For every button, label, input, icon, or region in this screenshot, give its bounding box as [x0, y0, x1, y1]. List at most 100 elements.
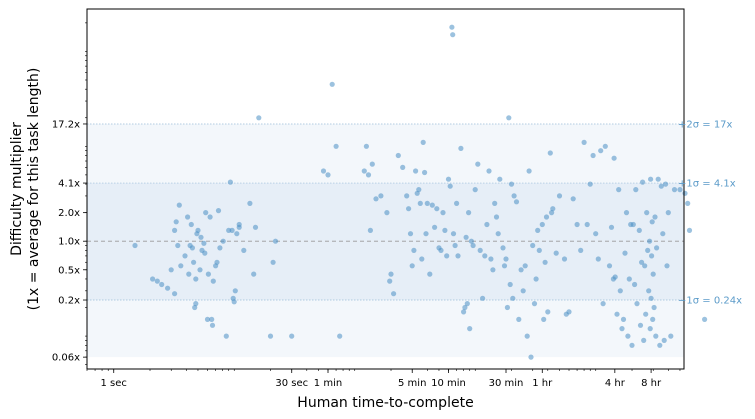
data-point — [231, 299, 237, 305]
data-point — [241, 247, 247, 253]
data-point — [649, 219, 655, 225]
sigma-bands — [87, 123, 684, 358]
data-point — [165, 285, 171, 291]
data-point — [545, 309, 551, 315]
data-point — [507, 281, 513, 288]
data-point — [647, 238, 653, 244]
data-point — [539, 221, 545, 228]
data-point — [668, 333, 674, 339]
data-point — [229, 227, 235, 233]
data-point — [413, 168, 419, 174]
data-point — [671, 187, 678, 193]
data-point — [566, 309, 572, 315]
data-point — [630, 221, 636, 228]
data-point — [625, 333, 631, 339]
data-point — [518, 267, 524, 273]
data-point — [202, 250, 208, 256]
data-point — [214, 259, 220, 265]
data-point — [367, 227, 373, 233]
x-tick-label: 5 min — [398, 378, 426, 389]
data-point — [482, 253, 488, 259]
data-point — [622, 250, 628, 256]
data-point — [556, 193, 563, 199]
data-point — [438, 247, 444, 253]
data-point — [329, 81, 335, 87]
data-point — [391, 291, 397, 297]
data-point — [511, 193, 517, 199]
data-point — [450, 32, 456, 38]
data-point — [201, 240, 207, 246]
data-point — [251, 271, 257, 277]
data-point — [267, 333, 274, 339]
data-point — [486, 168, 492, 174]
data-point — [508, 181, 515, 187]
data-point — [154, 278, 160, 284]
data-point — [449, 24, 455, 30]
data-point — [629, 342, 635, 348]
data-point — [467, 326, 473, 332]
data-point — [636, 227, 642, 233]
data-point — [195, 227, 201, 233]
data-point — [186, 271, 192, 277]
data-point — [642, 263, 648, 269]
data-point — [652, 214, 658, 220]
data-point — [653, 333, 659, 339]
data-point — [661, 337, 667, 343]
sigma-labels: +2σ = 17x +1σ = 4.1x −1σ = 0.24x — [678, 119, 742, 306]
data-point — [188, 221, 194, 228]
data-point — [614, 311, 620, 317]
data-point — [633, 187, 639, 193]
x-tick-label: 1 sec — [101, 378, 127, 389]
data-point — [651, 304, 657, 311]
data-point — [655, 176, 661, 182]
data-point — [522, 263, 528, 269]
data-point — [490, 267, 496, 273]
data-point — [365, 172, 372, 178]
data-point — [217, 245, 223, 251]
data-point — [657, 342, 663, 348]
data-point — [209, 316, 215, 322]
data-point — [447, 183, 453, 189]
data-point — [472, 187, 478, 193]
sigma-label-0: +2σ = 17x — [678, 119, 733, 130]
data-point — [526, 168, 532, 174]
data-point — [611, 155, 617, 161]
data-point — [650, 271, 656, 277]
data-point — [658, 183, 664, 189]
y-tick-label: 1.0x — [58, 237, 80, 248]
data-point — [247, 200, 253, 206]
x-tick-label: 10 min — [431, 378, 466, 389]
data-point — [232, 288, 238, 294]
data-point — [204, 316, 211, 322]
data-point — [325, 172, 331, 178]
data-point — [289, 333, 295, 339]
data-point — [593, 231, 599, 237]
data-point — [373, 196, 379, 202]
data-point — [416, 187, 422, 193]
data-point — [429, 202, 435, 208]
data-point — [590, 152, 596, 159]
data-point — [648, 295, 654, 301]
data-point — [547, 150, 553, 156]
data-point — [617, 288, 623, 294]
data-point — [524, 333, 530, 339]
data-point — [553, 250, 559, 256]
data-point — [272, 238, 279, 244]
data-point — [503, 256, 509, 262]
data-point — [504, 304, 510, 311]
data-point — [378, 193, 384, 199]
data-point — [168, 267, 174, 273]
sigma-label-3: −1σ = 0.24x — [678, 296, 742, 307]
data-point — [223, 333, 229, 339]
data-point — [587, 181, 593, 187]
data-point — [612, 274, 618, 280]
data-point — [270, 259, 276, 265]
data-point — [702, 316, 708, 322]
y-tick-label: 0.5x — [58, 265, 80, 276]
data-point — [533, 276, 539, 282]
data-point — [608, 224, 615, 230]
data-point — [175, 242, 181, 249]
data-point — [506, 115, 512, 121]
data-point — [452, 242, 458, 249]
data-point — [407, 231, 414, 237]
